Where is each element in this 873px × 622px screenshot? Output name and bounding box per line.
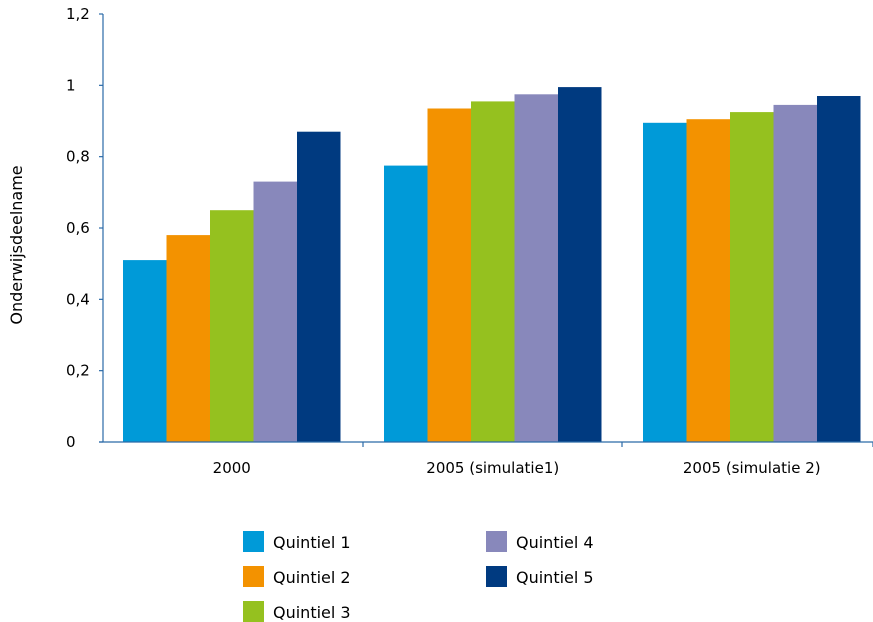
y-tick-label: 0 — [66, 433, 76, 451]
bar-4-1 — [253, 181, 297, 442]
legend-swatch-1 — [243, 531, 264, 552]
bar-4-2 — [514, 94, 558, 443]
legend-label-3: Quintiel 3 — [273, 603, 351, 622]
y-tick-label: 1 — [66, 76, 76, 94]
y-tick-label: 0,6 — [66, 219, 90, 237]
bar-5-1 — [297, 131, 341, 442]
bar-1-3 — [643, 122, 687, 443]
bar-1-1 — [123, 260, 167, 442]
y-tick-label: 0,4 — [66, 290, 90, 308]
plot-area — [123, 87, 861, 443]
y-tick-label: 0,2 — [66, 362, 90, 380]
legend: Quintiel 1 Quintiel 2 Quintiel 3 Quintiel 4… — [243, 531, 594, 622]
bar-5-3 — [817, 96, 861, 442]
x-tick-label: 2000 — [213, 459, 251, 477]
legend-swatch-3 — [243, 601, 264, 622]
y-tick-label: 1,2 — [66, 5, 90, 23]
y-tick-label: 0,8 — [66, 148, 90, 166]
bar-5-2 — [558, 87, 602, 442]
bar-2-1 — [166, 235, 210, 442]
y-axis-title: Onderwijsdeelname — [7, 165, 26, 324]
legend-swatch-4 — [486, 531, 507, 552]
bar-4-3 — [773, 104, 817, 443]
bar-2-2 — [427, 108, 471, 442]
bar-2-3 — [686, 119, 730, 442]
legend-swatch-2 — [243, 566, 264, 587]
bar-3-3 — [730, 112, 774, 442]
bar-3-1 — [210, 210, 254, 442]
bar-3-2 — [471, 101, 515, 443]
x-tick-label: 2005 (simulatie1) — [426, 459, 559, 477]
axes: 0 0,2 0,4 0,6 0,8 1 1,2 2000 2005 (simulatie1) 20… — [66, 5, 873, 477]
legend-label-1: Quintiel 1 — [273, 533, 351, 552]
x-tick-label: 2005 (simulatie 2) — [683, 459, 821, 477]
legend-label-2: Quintiel 2 — [273, 568, 351, 587]
bar-1-2 — [384, 165, 428, 442]
legend-swatch-5 — [486, 566, 507, 587]
legend-label-4: Quintiel 4 — [516, 533, 594, 552]
legend-label-5: Quintiel 5 — [516, 568, 594, 587]
